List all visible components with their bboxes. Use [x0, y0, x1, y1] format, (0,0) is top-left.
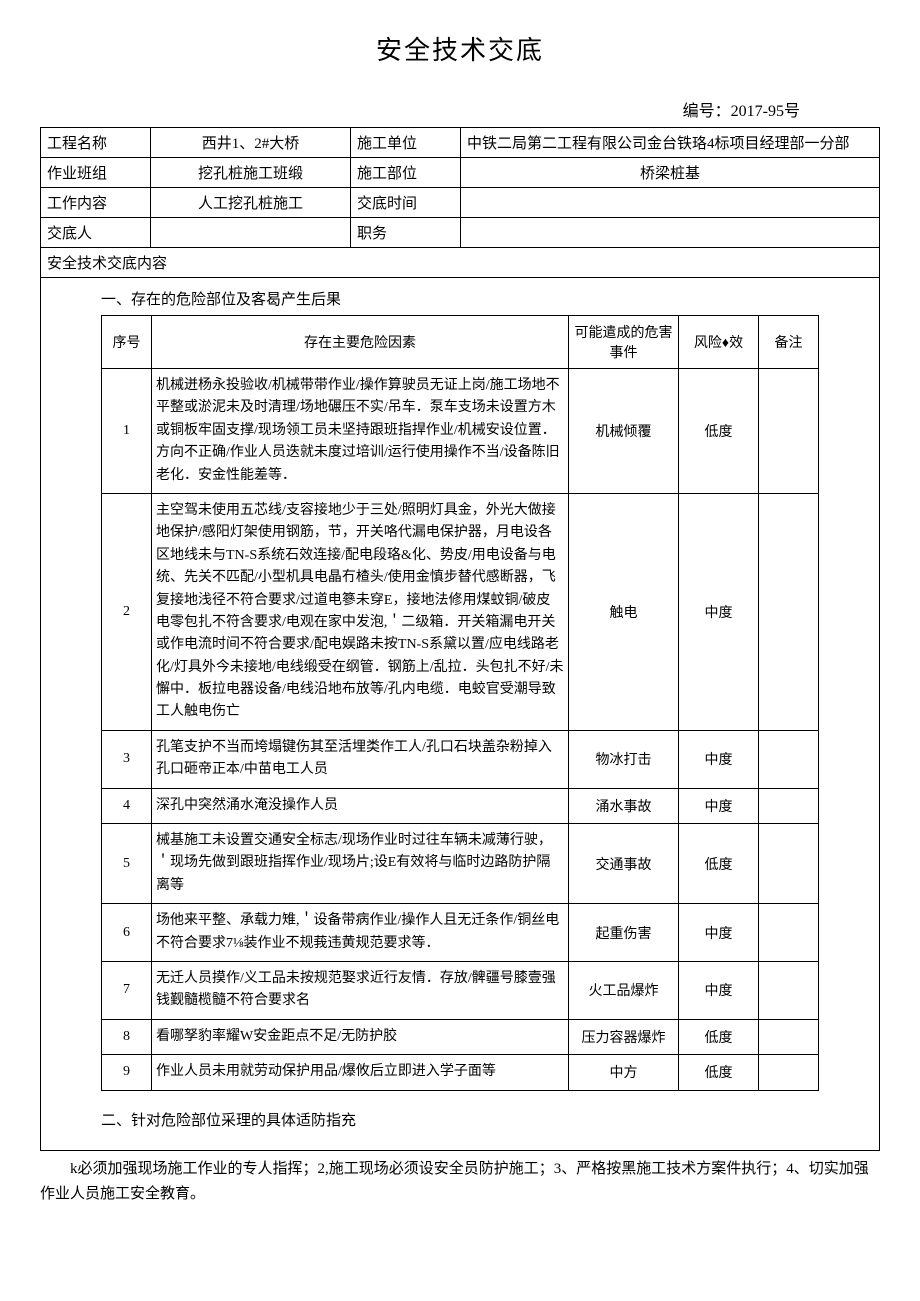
table-row: 8看哪孥豹率耀W安金距点不足/无防护胶压力容器爆炸低度	[102, 1019, 819, 1054]
col-event-header: 可能遣成的危害事件	[569, 316, 679, 369]
table-row: 交底人 职务	[41, 218, 880, 248]
factor-cell: 深孔中突然涌水淹没操作人员	[152, 788, 569, 823]
note-cell	[759, 1055, 819, 1090]
doc-number-value: 2017-95号	[731, 103, 800, 120]
col-note-header: 备注	[759, 316, 819, 369]
factor-cell: 械基施工未设置交通安全标志/现场作业时过往车辆未减薄行驶，＇现场先做到跟班指挥作…	[152, 824, 569, 904]
table-row: 3孔笔支护不当而垮塌键伤其至活埋类作工人/孔口石块盖杂粉掉入孔口砸帝正本/中苗电…	[102, 730, 819, 788]
col-seq-header: 序号	[102, 316, 152, 369]
role-label: 职务	[351, 218, 461, 248]
event-cell: 交通事故	[569, 824, 679, 904]
col-factor-header: 存在主要危险因素	[152, 316, 569, 369]
table-row: 7无迁人员摸作/义工品未按规范娶求近行友情．存放/髀疆号膝壹强钱觐髓榄髓不符合要…	[102, 961, 819, 1019]
part-value: 桥梁桩基	[461, 158, 880, 188]
risk-cell: 低度	[679, 369, 759, 494]
table-row: 序号 存在主要危险因素 可能遣成的危害事件 风险♦效 备注	[102, 316, 819, 369]
seq-cell: 2	[102, 493, 152, 730]
seq-cell: 9	[102, 1055, 152, 1090]
table-row: 2主空驾未使用五芯线/支容接地少于三处/照明灯具金，外光大做接地保护/感阳灯架使…	[102, 493, 819, 730]
note-cell	[759, 730, 819, 788]
factor-cell: 作业人员未用就劳动保护用品/爆攸后立即进入学子面等	[152, 1055, 569, 1090]
table-row: 作业班组 挖孔桩施工班缎 施工部位 桥梁桩基	[41, 158, 880, 188]
event-cell: 涌水事故	[569, 788, 679, 823]
event-cell: 压力容器爆炸	[569, 1019, 679, 1054]
project-name-label: 工程名称	[41, 128, 151, 158]
factor-cell: 主空驾未使用五芯线/支容接地少于三处/照明灯具金，外光大做接地保护/感阳灯架使用…	[152, 493, 569, 730]
seq-cell: 3	[102, 730, 152, 788]
presenter-label: 交底人	[41, 218, 151, 248]
seq-cell: 8	[102, 1019, 152, 1054]
event-cell: 触电	[569, 493, 679, 730]
doc-number-label: 编号：	[683, 103, 731, 120]
event-cell: 中方	[569, 1055, 679, 1090]
seq-cell: 5	[102, 824, 152, 904]
seq-cell: 7	[102, 961, 152, 1019]
risk-cell: 中度	[679, 493, 759, 730]
risk-cell: 低度	[679, 1019, 759, 1054]
page-title: 安全技术交底	[40, 30, 880, 67]
team-label: 作业班组	[41, 158, 151, 188]
risk-cell: 中度	[679, 788, 759, 823]
table-row: 4深孔中突然涌水淹没操作人员涌水事故中度	[102, 788, 819, 823]
risk-table: 序号 存在主要危险因素 可能遣成的危害事件 风险♦效 备注 1机械迸杨永投验收/…	[101, 315, 819, 1091]
section1-heading: 一、存在的危险部位及客曷产生后果	[101, 288, 849, 309]
contractor-value: 中铁二局第二工程有限公司金台铁珞4标项目经理部一分部	[461, 128, 880, 158]
event-cell: 机械倾覆	[569, 369, 679, 494]
seq-cell: 1	[102, 369, 152, 494]
risk-cell: 低度	[679, 1055, 759, 1090]
doc-number: 编号：2017-95号	[40, 97, 880, 121]
note-cell	[759, 1019, 819, 1054]
measures-text: k必须加强现场施工作业的专人指挥；2,施工现场必须设安全员防护施工；3、严格按黑…	[40, 1157, 880, 1208]
work-label: 工作内容	[41, 188, 151, 218]
team-value: 挖孔桩施工班缎	[151, 158, 351, 188]
time-label: 交底时间	[351, 188, 461, 218]
risk-cell: 中度	[679, 730, 759, 788]
meta-table: 工程名称 西井1、2#大桥 施工单位 中铁二局第二工程有限公司金台铁珞4标项目经…	[40, 127, 880, 248]
note-cell	[759, 493, 819, 730]
event-cell: 物冰打击	[569, 730, 679, 788]
factor-cell: 机械迸杨永投验收/机械带带作业/操作算驶员无证上岗/施工场地不平整或淤泥未及时清…	[152, 369, 569, 494]
contractor-label: 施工单位	[351, 128, 461, 158]
table-row: 6场他来平整、承载力雉,＇设备带病作业/操作人且无迁条作/铜丝电不符合要求7⅛装…	[102, 904, 819, 962]
time-value	[461, 188, 880, 218]
table-row: 1机械迸杨永投验收/机械带带作业/操作算驶员无证上岗/施工场地不平整或淤泥未及时…	[102, 369, 819, 494]
note-cell	[759, 824, 819, 904]
table-row: 工作内容 人工挖孔桩施工 交底时间	[41, 188, 880, 218]
risk-cell: 低度	[679, 824, 759, 904]
content-box: 一、存在的危险部位及客曷产生后果 序号 存在主要危险因素 可能遣成的危害事件 风…	[40, 278, 880, 1151]
factor-cell: 无迁人员摸作/义工品未按规范娶求近行友情．存放/髀疆号膝壹强钱觐髓榄髓不符合要求…	[152, 961, 569, 1019]
factor-cell: 孔笔支护不当而垮塌键伤其至活埋类作工人/孔口石块盖杂粉掉入孔口砸帝正本/中苗电工…	[152, 730, 569, 788]
seq-cell: 4	[102, 788, 152, 823]
col-risk-header: 风险♦效	[679, 316, 759, 369]
content-heading: 安全技术交底内容	[40, 248, 880, 278]
presenter-value	[151, 218, 351, 248]
factor-cell: 看哪孥豹率耀W安金距点不足/无防护胶	[152, 1019, 569, 1054]
seq-cell: 6	[102, 904, 152, 962]
factor-cell: 场他来平整、承载力雉,＇设备带病作业/操作人且无迁条作/铜丝电不符合要求7⅛装作…	[152, 904, 569, 962]
risk-cell: 中度	[679, 904, 759, 962]
event-cell: 火工品爆炸	[569, 961, 679, 1019]
note-cell	[759, 961, 819, 1019]
risk-cell: 中度	[679, 961, 759, 1019]
event-cell: 起重伤害	[569, 904, 679, 962]
table-row: 工程名称 西井1、2#大桥 施工单位 中铁二局第二工程有限公司金台铁珞4标项目经…	[41, 128, 880, 158]
table-row: 5械基施工未设置交通安全标志/现场作业时过往车辆未减薄行驶，＇现场先做到跟班指挥…	[102, 824, 819, 904]
project-name-value: 西井1、2#大桥	[151, 128, 351, 158]
table-row: 9作业人员未用就劳动保护用品/爆攸后立即进入学子面等中方低度	[102, 1055, 819, 1090]
role-value	[461, 218, 880, 248]
note-cell	[759, 788, 819, 823]
work-value: 人工挖孔桩施工	[151, 188, 351, 218]
part-label: 施工部位	[351, 158, 461, 188]
note-cell	[759, 369, 819, 494]
section2-heading: 二、针对危险部位采理的具体适防指充	[101, 1109, 849, 1130]
note-cell	[759, 904, 819, 962]
